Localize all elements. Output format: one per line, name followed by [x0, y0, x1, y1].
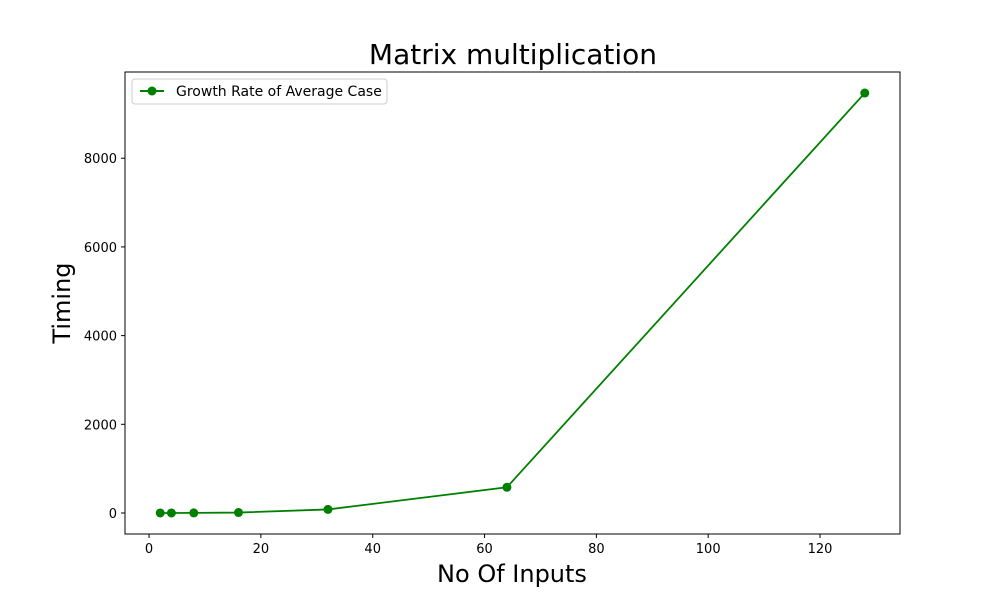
x-axis: 0 20 40 60 80 100 120	[145, 534, 833, 557]
legend-marker	[147, 86, 157, 96]
y-tick-label: 2000	[84, 418, 117, 433]
y-tick-label: 6000	[84, 241, 117, 256]
y-tick-label: 8000	[84, 152, 117, 167]
x-tick-label: 20	[253, 542, 270, 557]
x-tick-label: 60	[476, 542, 493, 557]
legend-box	[131, 78, 388, 105]
series-line	[160, 92, 866, 514]
plot-area	[155, 88, 870, 518]
y-tick-label: 0	[109, 507, 117, 522]
x-tick-label: 100	[696, 542, 721, 557]
x-tick-label: 0	[145, 542, 153, 557]
y-tick-label: 4000	[84, 330, 117, 345]
legend: Growth Rate of Average Case	[131, 78, 388, 105]
x-axis-label: No Of Inputs	[437, 560, 587, 588]
y-axis-label: Timing	[48, 262, 76, 344]
data-point	[189, 508, 199, 518]
legend-label: Growth Rate of Average Case	[176, 84, 382, 100]
plot-frame	[124, 71, 901, 535]
y-axis: 0 2000 4000 6000 8000	[84, 152, 125, 522]
data-point	[166, 508, 176, 518]
data-point	[860, 88, 870, 98]
x-tick-label: 40	[364, 542, 381, 557]
x-tick-label: 120	[808, 542, 833, 557]
data-point	[323, 504, 333, 514]
x-tick-label: 80	[588, 542, 605, 557]
data-point	[502, 482, 512, 492]
data-point	[234, 508, 244, 518]
data-point	[155, 508, 165, 518]
chart-title: Matrix multiplication	[369, 38, 657, 71]
